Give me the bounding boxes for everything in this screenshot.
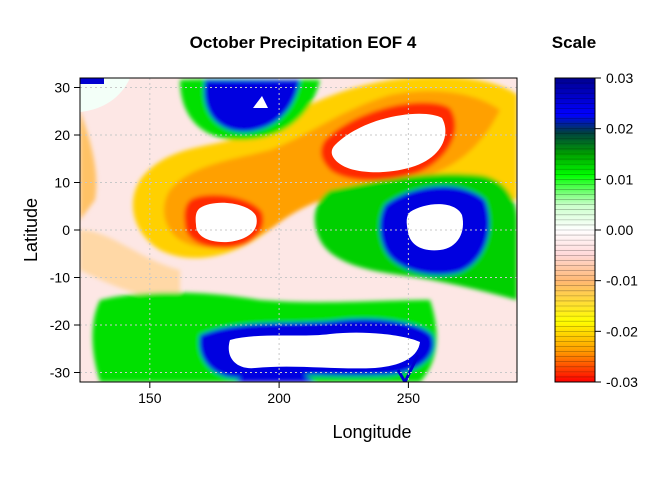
scale-tick-label: -0.02 — [606, 323, 638, 339]
scale-tick-label: 0.02 — [606, 121, 633, 137]
scale-bar — [555, 78, 595, 382]
x-axis-label: Longitude — [332, 422, 411, 442]
color-scale: 0.03 0.02 0.01 0.00 -0.01 -0.02 -0.03 — [554, 70, 638, 390]
y-tick-label: -30 — [50, 365, 70, 381]
y-tick-label: 10 — [54, 175, 70, 191]
scale-tick-label: -0.03 — [606, 374, 638, 390]
scale-ticks: 0.03 0.02 0.01 0.00 -0.01 -0.02 -0.03 — [595, 70, 638, 390]
scale-title: Scale — [552, 33, 596, 52]
x-tick-label: 250 — [397, 390, 421, 406]
y-axis-ticks: 30 20 10 0 -10 -20 -30 — [50, 80, 80, 381]
y-tick-label: -10 — [50, 270, 70, 286]
scale-tick-label: -0.01 — [606, 273, 638, 289]
chart-title: October Precipitation EOF 4 — [190, 33, 417, 52]
x-tick-label: 150 — [138, 390, 162, 406]
y-tick-label: 30 — [54, 80, 70, 96]
y-axis-label: Latitude — [21, 198, 41, 262]
scale-tick-label: 0.01 — [606, 171, 633, 187]
scale-tick-label: 0.00 — [606, 222, 633, 238]
contour-field — [80, 78, 517, 382]
plot-panel: 150 200 250 30 20 10 0 -10 -20 -30 — [50, 77, 518, 406]
x-axis-ticks: 150 200 250 — [138, 382, 420, 406]
grid-lines — [80, 78, 517, 382]
y-tick-label: -20 — [50, 317, 70, 333]
y-tick-label: 0 — [62, 222, 70, 238]
x-tick-label: 200 — [267, 390, 291, 406]
y-tick-label: 20 — [54, 127, 70, 143]
scale-bands — [555, 82, 595, 378]
scale-tick-label: 0.03 — [606, 70, 633, 86]
